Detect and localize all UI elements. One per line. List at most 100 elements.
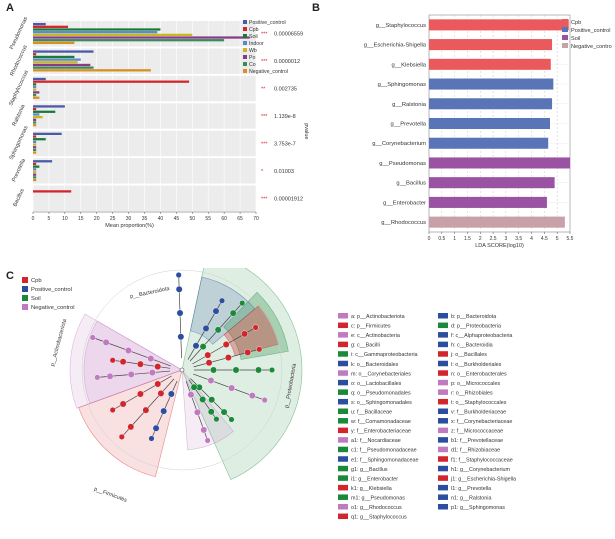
bar-pseudomonas-7 [33,41,75,45]
tree-node [224,354,232,361]
tree-node [127,371,135,378]
bar-label: g__Escherichia-Shigella [364,43,427,49]
bar-prevotella-5 [33,173,37,176]
key-swatch [438,504,448,510]
bar-label: g__Rhodococcus [381,220,426,226]
legend-label: Cpb [571,20,581,26]
key-swatch [338,341,348,348]
bar-label: g__Bacillus [396,181,426,187]
legend-label: Soil [31,296,41,302]
legend-swatch [243,48,247,52]
bar-ralstonia-3 [33,113,40,116]
pvalue-label: 3.753e-7 [274,141,296,147]
bar-sphingomonas-7 [33,151,37,154]
x-tick-label: 45 [174,216,180,222]
legend-label: Cpb [249,27,259,33]
pvalue-label: 0.0000012 [274,59,300,65]
tree-node [147,355,155,363]
tree-node [199,343,207,350]
key-label: b: p__Bacteroidota [451,314,496,320]
key-label: t: o__Staphylococcales [451,400,507,406]
x-tick-label: 2.5 [490,236,497,242]
key-swatch [438,465,448,472]
x-tick-label: 25 [110,216,116,222]
legend-swatch [562,27,568,32]
bar-sphingomonas-0 [33,132,62,135]
phylum-label: p__Actinobacteriota [50,318,69,367]
tree-node [118,433,125,440]
panel-c-letter: C [6,270,14,282]
bar-label: g__Prevotella [391,122,427,128]
lda-bar [429,216,565,228]
bar-label: g__Ralstonia [392,102,427,108]
bar-staphylococcus-1 [33,80,190,83]
tree-node [204,351,212,359]
chart-c: CpbPositive_controlSoilNegative_controlp… [22,268,516,521]
bar-pseudomonas-5 [33,36,250,39]
key-label: l1: g__Prevotella [451,486,491,492]
bar-prevotella-3 [33,168,37,171]
key-swatch [338,351,348,357]
key-label: e: c__Actinobacteria [351,333,400,339]
legend-swatch [22,304,28,310]
tree-node [157,390,165,397]
key-label: l: o__Burkholderiales [451,362,502,368]
tree-node [148,369,156,376]
key-swatch [438,418,448,424]
legend-label: Negative_control [571,44,612,50]
bar-label: g__Enterobacter [383,200,426,206]
tree-node [210,366,217,374]
panel-a-letter: A [6,2,14,14]
x-tick-label: 0.5 [438,236,445,242]
lda-bar [429,196,547,208]
tree-node [127,423,135,431]
key-label: a1: f__Nocardiaceae [351,438,401,444]
legend-swatch [243,55,247,59]
tree-node [239,300,246,307]
bar-label: g__Sphingomonas [378,82,426,88]
tree-node [229,309,237,317]
x-tick-label: 0 [32,216,35,222]
bar-staphylococcus-2 [33,83,37,86]
legend-label: Soil [571,36,580,42]
tree-node [167,390,175,398]
tree-node [202,325,210,332]
key-swatch [338,504,348,510]
key-label: f1: f__Staphylococcaceae [451,457,513,463]
tree-node [154,363,162,370]
tree-node [94,374,101,381]
bar-pseudomonas-1 [33,25,69,28]
bar-ralstonia-7 [33,124,37,127]
tree-node [261,397,268,404]
key-swatch [438,398,448,405]
x-tick-label: 1 [453,236,456,242]
tree-node [175,285,183,293]
key-swatch [438,475,448,481]
key-label: h: c__Bacteroidia [451,343,493,349]
legend-swatch [22,286,28,292]
tree-node [109,406,116,413]
key-swatch [338,408,348,414]
tree-node [89,334,96,341]
lda-bar [429,117,551,130]
tree-node [212,307,220,315]
legend-swatch [243,69,247,73]
key-swatch [338,332,348,338]
legend-label: Indoor [249,41,264,47]
key-label: e1: f__Sphingomonadaceae [351,457,418,463]
bar-pseudomonas-4 [33,33,193,36]
genus-label: Sphingomonas [9,125,30,161]
tree-node [160,407,168,415]
key-label: i: c__Gammaproteobacteria [351,352,418,358]
pvalue-label: 0.002735 [274,87,297,93]
key-swatch [338,437,348,443]
key-label: h1: g__Corynebacterium [451,467,511,473]
x-tick-label: 0 [428,236,431,242]
legend-swatch [22,295,28,301]
pvalue-stars: *** [261,114,268,120]
legend-label: Co [249,62,256,68]
pvalue-stars: *** [261,196,268,202]
pvalue-label: 0.01003 [274,169,294,175]
key-label: u: f__Bacillaceae [351,410,392,416]
legend-label: Positive_control [31,287,72,293]
